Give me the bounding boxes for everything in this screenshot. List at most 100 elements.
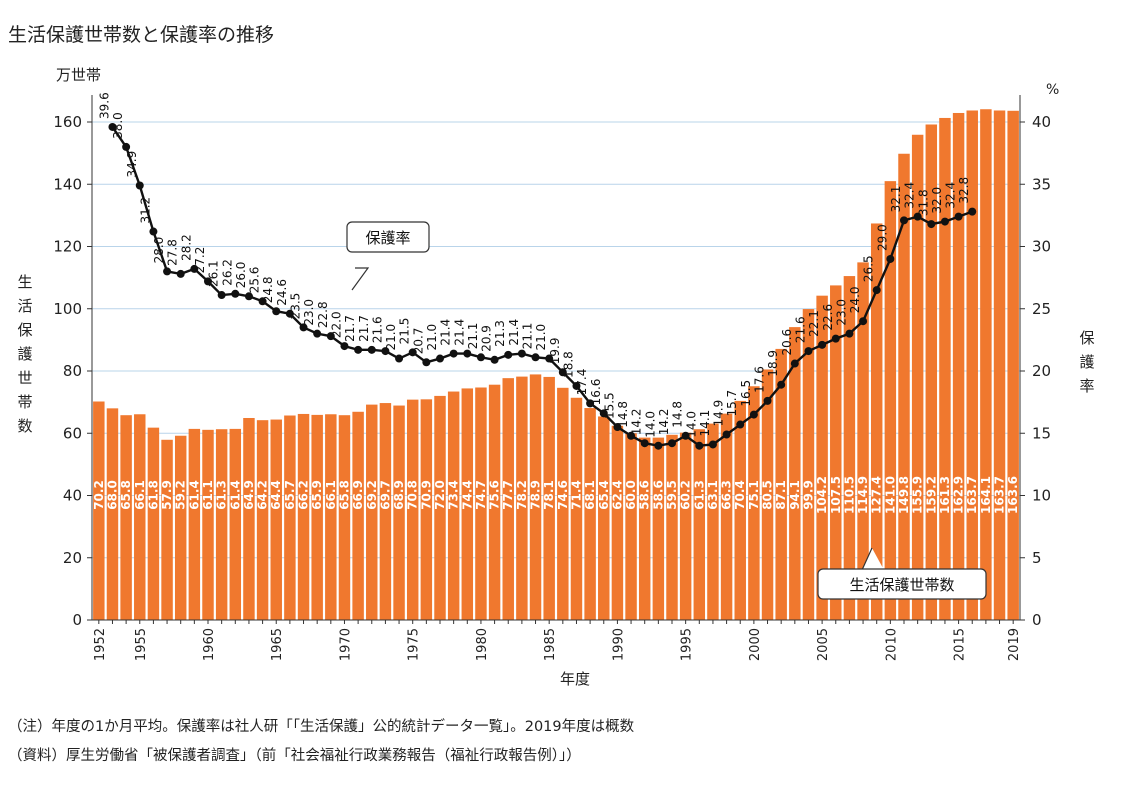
rate-value-label: 20.6 — [780, 329, 794, 356]
bar — [939, 117, 951, 621]
bar-value-label: 70.4 — [733, 480, 747, 510]
bar — [980, 109, 992, 621]
bar-value-label: 66.1 — [324, 480, 338, 510]
bar — [120, 415, 132, 620]
bar — [693, 429, 706, 620]
x-tick-label: 2019 — [1007, 628, 1022, 661]
footnote-source: （資料）厚生労働省「被保護者調査」（前「社会福祉行政業務報告（福祉行政報告例）」… — [8, 748, 581, 764]
bar — [93, 401, 105, 620]
left-tick-label: 140 — [53, 175, 82, 193]
bar — [557, 387, 569, 620]
left-tick-label: 80 — [63, 362, 82, 380]
right-tick-label: 0 — [1032, 611, 1042, 629]
rate-value-label: 31.8 — [916, 189, 930, 216]
bar — [134, 414, 146, 620]
bar-value-label: 155.9 — [911, 476, 925, 514]
bar — [229, 428, 242, 620]
bar — [174, 435, 187, 620]
rate-value-label: 14.0 — [643, 411, 657, 438]
x-tick-label: 2015 — [953, 628, 968, 661]
bar-value-label: 163.6 — [1006, 476, 1020, 514]
rate-point — [845, 329, 854, 338]
rate-value-label: 17.6 — [753, 366, 767, 393]
rate-value-label: 24.0 — [848, 286, 862, 313]
rate-value-label: 26.1 — [207, 260, 221, 287]
bar-value-label: 69.7 — [378, 480, 392, 510]
bar-value-label: 114.9 — [856, 476, 870, 514]
bar-value-label: 75.1 — [747, 480, 761, 510]
bar — [434, 395, 446, 620]
rate-point — [340, 342, 349, 351]
rate-value-label: 34.9 — [125, 151, 139, 178]
rate-point — [463, 349, 472, 358]
rate-value-label: 18.8 — [561, 351, 575, 378]
x-tick-label: 1960 — [202, 628, 217, 661]
bar-value-label: 57.9 — [160, 480, 174, 510]
rate-point — [913, 212, 922, 221]
bar-value-label: 75.6 — [488, 480, 502, 510]
bar — [447, 391, 460, 620]
bar — [666, 434, 678, 620]
rate-value-label: 26.2 — [220, 259, 234, 286]
rate-point — [886, 254, 895, 263]
bar-value-label: 94.1 — [788, 480, 802, 510]
rate-value-label: 32.8 — [957, 177, 971, 204]
bar — [925, 124, 938, 621]
bar — [911, 134, 924, 621]
bar-value-label: 58.6 — [638, 480, 652, 510]
bar — [802, 309, 815, 620]
left-axis-unit: 万世帯 — [56, 66, 102, 84]
rate-value-label: 21.1 — [466, 323, 480, 350]
rate-value-label: 21.4 — [452, 319, 466, 346]
bar — [461, 388, 474, 620]
right-tick-label: 30 — [1032, 238, 1051, 256]
rate-point — [531, 353, 540, 362]
rate-value-label: 38.0 — [111, 112, 125, 139]
bar-value-label: 78.2 — [515, 480, 529, 510]
bar-value-label: 162.9 — [952, 476, 966, 514]
right-tick-label: 35 — [1032, 175, 1051, 193]
rate-value-label: 14.8 — [671, 401, 685, 428]
bar — [502, 378, 514, 620]
rate-value-label: 27.2 — [193, 247, 207, 274]
rate-point — [668, 439, 676, 448]
rate-callout-pointer — [351, 267, 370, 291]
rate-value-label: 39.6 — [97, 92, 111, 119]
bar — [993, 110, 1006, 620]
bar-value-label: 74.6 — [556, 480, 570, 510]
rate-point — [722, 430, 731, 439]
bar-value-label: 68.9 — [392, 480, 406, 510]
bar-value-label: 74.4 — [460, 480, 474, 510]
bar-value-label: 73.4 — [447, 480, 461, 510]
rate-value-label: 17.4 — [575, 369, 589, 396]
rate-point — [749, 410, 758, 419]
rate-value-label: 16.6 — [589, 379, 603, 406]
bar — [420, 399, 433, 620]
bar-value-label: 61.4 — [228, 480, 242, 510]
bar-value-label: 62.4 — [610, 480, 624, 510]
bar-value-label: 65.9 — [310, 480, 324, 510]
x-tick-label: 1995 — [680, 628, 695, 661]
bar-value-label: 78.1 — [542, 480, 556, 510]
rate-value-label: 28.2 — [179, 234, 193, 261]
rate-point — [586, 399, 595, 408]
bar — [830, 285, 842, 620]
bar — [366, 404, 378, 620]
rate-point — [326, 332, 335, 341]
left-tick-label: 40 — [63, 487, 82, 505]
bar-value-label: 63.1 — [706, 480, 720, 510]
rate-value-label: 25.6 — [248, 267, 262, 294]
rate-point — [122, 142, 131, 151]
rate-value-label: 31.2 — [138, 197, 152, 224]
rate-value-label: 15.7 — [725, 390, 739, 417]
rate-callout-box — [346, 221, 430, 253]
bar-value-label: 72.0 — [433, 480, 447, 510]
bar-value-label: 59.5 — [665, 480, 679, 510]
x-tick-label: 2005 — [816, 628, 831, 661]
left-tick-label: 60 — [63, 424, 82, 442]
x-tick-label: 2010 — [884, 628, 899, 661]
rate-value-label: 22.8 — [316, 301, 330, 328]
bar — [584, 408, 596, 620]
rate-value-label: 21.5 — [398, 318, 412, 345]
bar — [270, 419, 282, 620]
